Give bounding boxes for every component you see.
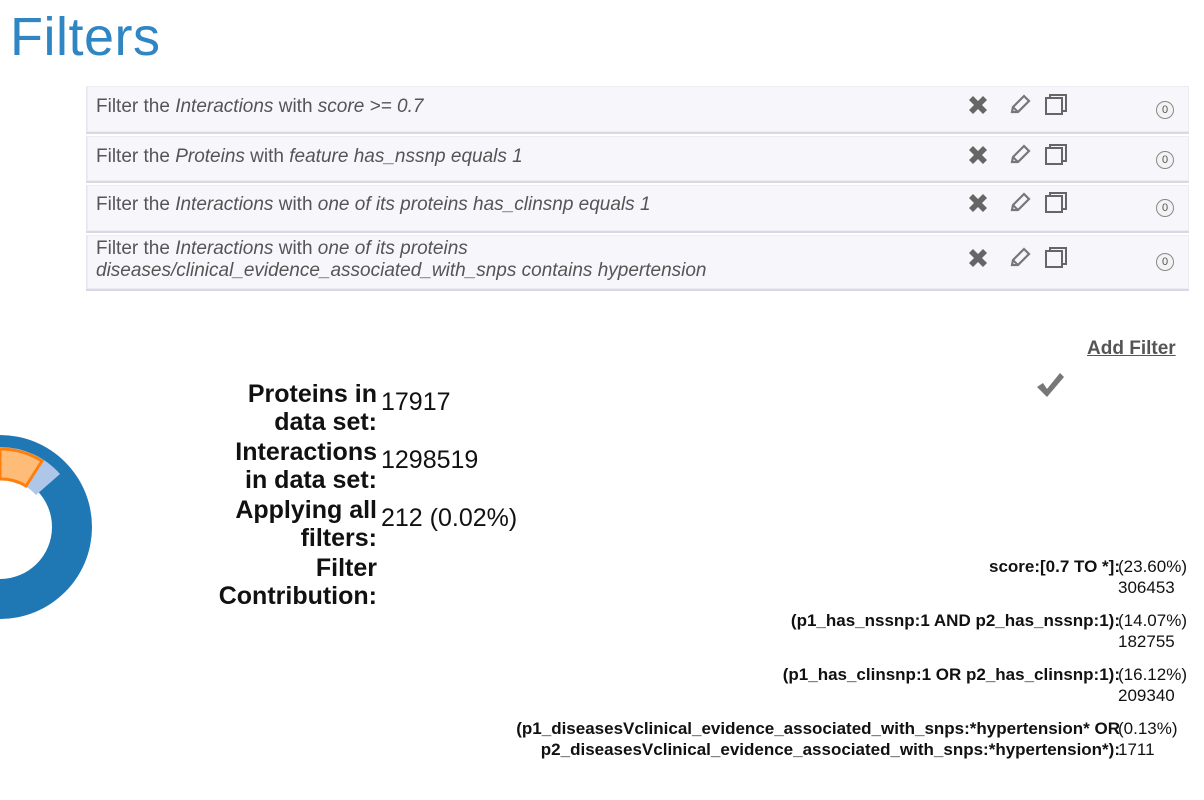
filter-contribution-label: Filter Contribution: xyxy=(218,554,377,610)
filter-prefix: Filter the xyxy=(96,194,176,215)
donut-chart xyxy=(0,435,92,619)
edit-icon[interactable] xyxy=(1007,245,1033,276)
checkmark-icon[interactable] xyxy=(1034,370,1066,405)
filter-prefix: Filter the xyxy=(96,238,176,259)
filter-count-badge: 0 xyxy=(1156,101,1174,119)
filter-criteria: one of its proteins xyxy=(317,238,468,259)
applying-filters-value: 212 (0.02%) xyxy=(381,504,518,532)
filter-count-badge: 0 xyxy=(1156,151,1174,169)
delete-icon[interactable] xyxy=(965,245,991,276)
edit-icon[interactable] xyxy=(1007,190,1033,221)
contribution-query: (p1_has_clinsnp:1 OR p2_has_clinsnp:1): xyxy=(782,665,1120,684)
filter-criteria: one of its proteins has_clinsnp equals 1 xyxy=(317,194,651,215)
contribution-value: (14.07%) 182755 xyxy=(1118,611,1187,651)
contribution-value: (23.60%) 306453 xyxy=(1118,557,1187,597)
interactions-value: 1298519 xyxy=(381,446,479,474)
filter-mid: with xyxy=(273,238,318,259)
edit-icon[interactable] xyxy=(1007,142,1033,173)
filter-mid: with xyxy=(244,146,290,167)
filter-prefix: Filter the xyxy=(96,146,176,167)
proteins-value: 17917 xyxy=(381,388,451,416)
proteins-label: Proteins in data set: xyxy=(247,380,377,436)
filter-row: Filter the Interactions with score >= 0.… xyxy=(86,86,1189,132)
filter-entity: Interactions xyxy=(175,194,274,215)
filter-prefix: Filter the xyxy=(96,96,176,117)
filter-mid: with xyxy=(273,96,318,117)
filter-row: Filter the Proteins with feature has_nss… xyxy=(86,136,1189,181)
filter-entity: Proteins xyxy=(175,146,245,167)
contribution-query: score:[0.7 TO *]: xyxy=(988,557,1120,576)
applying-filters-label: Applying all filters: xyxy=(235,496,377,552)
filter-mid: with xyxy=(273,194,318,215)
page-title: Filters xyxy=(10,7,161,67)
delete-icon[interactable] xyxy=(965,142,991,173)
edit-icon[interactable] xyxy=(1007,92,1033,123)
delete-icon[interactable] xyxy=(965,190,991,221)
contribution-query: (p1_diseasesVclinical_evidence_associate… xyxy=(516,719,1120,759)
contribution-value: (0.13%) 1711 xyxy=(1118,719,1178,759)
copy-icon[interactable] xyxy=(1043,142,1069,173)
filter-row: Filter the Interactions with one of its … xyxy=(86,185,1189,231)
contribution-query: (p1_has_nssnp:1 AND p2_has_nssnp:1): xyxy=(790,611,1120,630)
filter-entity: Interactions xyxy=(175,96,274,117)
filter-criteria: feature has_nssnp equals 1 xyxy=(289,146,523,167)
filter-count-badge: 0 xyxy=(1156,199,1174,217)
filter-entity: Interactions xyxy=(175,238,274,259)
copy-icon[interactable] xyxy=(1043,190,1069,221)
donut-highlight-segment xyxy=(0,447,45,489)
contribution-value: (16.12%) 209340 xyxy=(1118,665,1187,705)
delete-icon[interactable] xyxy=(965,92,991,123)
interactions-label: Interactions in data set: xyxy=(235,438,377,494)
donut-main-segment xyxy=(0,435,92,619)
copy-icon[interactable] xyxy=(1043,245,1069,276)
filter-description: Filter the Interactions with one of its … xyxy=(96,194,936,216)
copy-icon[interactable] xyxy=(1043,92,1069,123)
filter-description: Filter the Proteins with feature has_nss… xyxy=(96,146,936,168)
filter-row: Filter the Interactions with one of its … xyxy=(86,235,1189,289)
filter-count-badge: 0 xyxy=(1156,253,1174,271)
filter-criteria-continued: diseases/clinical_evidence_associated_wi… xyxy=(96,260,707,281)
filter-description: Filter the Interactions with score >= 0.… xyxy=(96,96,936,118)
filter-description: Filter the Interactions with one of its … xyxy=(96,238,936,282)
filter-criteria: score >= 0.7 xyxy=(317,96,424,117)
add-filter-link[interactable]: Add Filter xyxy=(1087,338,1176,359)
